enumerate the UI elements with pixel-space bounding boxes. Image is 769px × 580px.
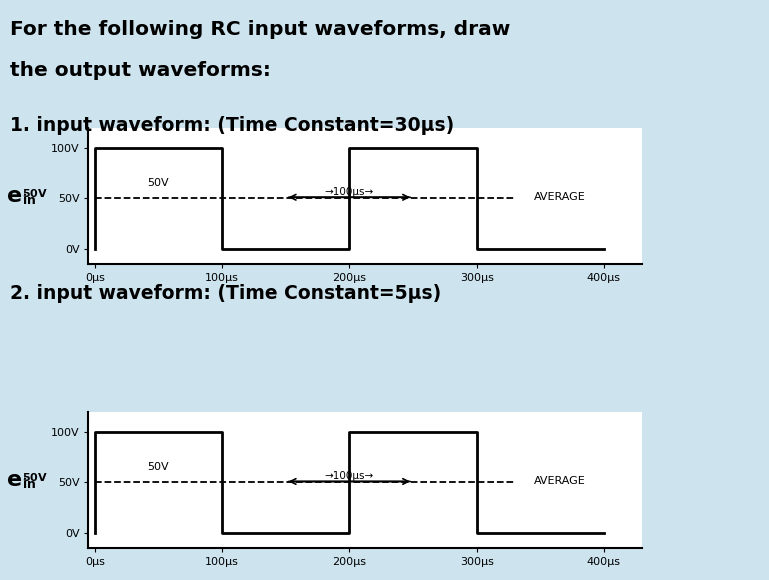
Text: $\mathbf{50V}$: $\mathbf{50V}$ [22, 187, 48, 198]
Text: AVERAGE: AVERAGE [534, 192, 586, 202]
Text: $\mathbf{in}$: $\mathbf{in}$ [22, 477, 35, 491]
Text: AVERAGE: AVERAGE [534, 476, 586, 487]
Text: 50V: 50V [148, 178, 169, 188]
Text: the output waveforms:: the output waveforms: [10, 61, 271, 80]
Text: 1. input waveform: (Time Constant=30μs): 1. input waveform: (Time Constant=30μs) [10, 116, 454, 135]
Text: $\mathbf{in}$: $\mathbf{in}$ [22, 193, 35, 207]
Text: 50V: 50V [148, 462, 169, 472]
Text: For the following RC input waveforms, draw: For the following RC input waveforms, dr… [10, 20, 511, 39]
Text: $\mathbf{e}$: $\mathbf{e}$ [6, 470, 22, 490]
Text: →100μs→: →100μs→ [325, 187, 374, 197]
Text: →100μs→: →100μs→ [325, 472, 374, 481]
Text: $\mathbf{e}$: $\mathbf{e}$ [6, 186, 22, 206]
Text: $\mathbf{50V}$: $\mathbf{50V}$ [22, 471, 48, 483]
Text: 2. input waveform: (Time Constant=5μs): 2. input waveform: (Time Constant=5μs) [10, 284, 441, 303]
